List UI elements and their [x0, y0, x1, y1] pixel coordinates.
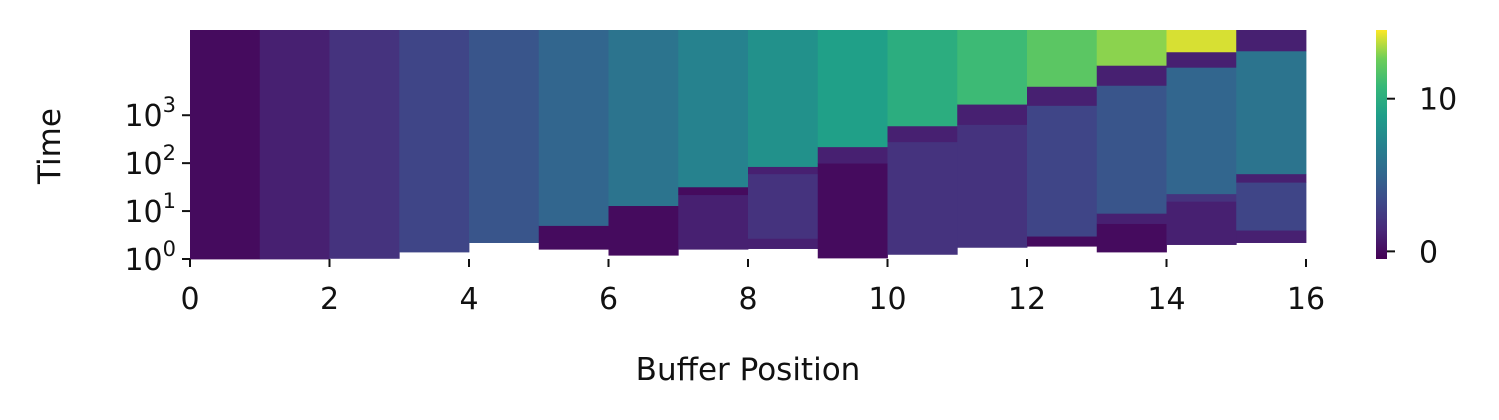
x-tick-label: 0 [180, 282, 199, 317]
colorbar-tick-label: 10 [1419, 83, 1457, 118]
heatmap-cells [190, 30, 1307, 260]
x-tick-label: 4 [459, 282, 478, 317]
heatmap-cell-pos10-seg0 [887, 141, 958, 255]
heatmap-cell-pos14-seg4 [1166, 30, 1237, 53]
heatmap-cell-pos11-seg1 [957, 104, 1028, 125]
heatmap-cell-pos3-seg0 [399, 30, 470, 253]
heatmap-cell-pos4-seg0 [469, 30, 540, 243]
x-tick-label: 8 [738, 282, 757, 317]
heatmap-cell-pos7-seg1 [678, 186, 749, 196]
heatmap-cell-pos9-seg1 [817, 146, 888, 164]
x-tick-label: 10 [868, 282, 906, 317]
heatmap-cell-pos5-seg1 [538, 30, 609, 226]
colorbar-tick-label: 0 [1419, 235, 1438, 270]
y-tick-label: 101 [124, 189, 176, 230]
heatmap-cell-pos5-seg0 [538, 225, 609, 250]
y-tick-label: 102 [124, 141, 176, 182]
heatmap-cell-pos15-seg2 [1236, 173, 1307, 183]
heatmap-cell-pos13-seg2 [1096, 85, 1167, 214]
x-axis: 0 2 4 6 8 10 12 14 16 [180, 259, 1325, 317]
heatmap-cell-pos14-seg3 [1166, 51, 1237, 68]
heatmap-cell-pos15-seg3 [1236, 50, 1307, 175]
y-tick-label: 100 [124, 237, 176, 278]
colorbar: 0 10 [1376, 30, 1457, 270]
heatmap-cell-pos13-seg4 [1096, 30, 1167, 66]
x-axis-label: Buffer Position [636, 352, 861, 388]
heatmap-cell-pos1-seg0 [259, 30, 330, 260]
x-tick-label: 16 [1287, 282, 1325, 317]
heatmap-cell-pos13-seg1 [1096, 213, 1167, 224]
heatmap-cell-pos7-seg0 [678, 194, 749, 250]
heatmap-cell-pos11-seg2 [957, 30, 1028, 105]
heatmap-cell-pos15-seg1 [1236, 182, 1307, 231]
heatmap-cell-pos10-seg2 [887, 30, 958, 127]
heatmap-cell-pos14-seg1 [1166, 193, 1237, 202]
colorbar-gradient [1376, 30, 1387, 259]
heatmap-cell-pos14-seg0 [1166, 201, 1237, 245]
heatmap-cell-pos12-seg3 [1027, 30, 1098, 87]
x-tick-label: 14 [1147, 282, 1185, 317]
x-tick-label: 12 [1008, 282, 1046, 317]
heatmap-cell-pos6-seg0 [608, 205, 679, 256]
heatmap-cell-pos9-seg2 [817, 30, 888, 148]
heatmap-cell-pos12-seg2 [1027, 86, 1098, 106]
heatmap-cell-pos12-seg1 [1027, 105, 1098, 237]
y-tick-label: 103 [124, 93, 176, 134]
heatmap-cell-pos2-seg0 [329, 30, 400, 259]
x-tick-label: 2 [320, 282, 339, 317]
heatmap-cell-pos0-seg0 [190, 30, 261, 260]
heatmap-cell-pos6-seg1 [608, 30, 679, 207]
heatmap-cell-pos13-seg0 [1096, 223, 1167, 253]
heatmap-cell-pos11-seg0 [957, 124, 1028, 248]
heatmap-cell-pos10-seg1 [887, 125, 958, 143]
heatmap-cell-pos12-seg0 [1027, 236, 1098, 247]
heatmap-cell-pos8-seg3 [748, 30, 819, 167]
heatmap-cell-pos13-seg3 [1096, 65, 1167, 86]
heatmap-cell-pos8-seg0 [748, 238, 819, 249]
heatmap-cell-pos15-seg4 [1236, 30, 1307, 52]
heatmap-cell-pos15-seg0 [1236, 230, 1307, 243]
x-tick-label: 6 [599, 282, 618, 317]
heatmap-cell-pos7-seg2 [678, 30, 749, 188]
heatmap-cell-pos9-seg0 [817, 163, 888, 259]
heatmap-cell-pos14-seg2 [1166, 67, 1237, 195]
heatmap-cell-pos8-seg2 [748, 166, 819, 175]
y-axis: 100 101 102 103 [124, 93, 190, 278]
heatmap-cell-pos8-seg1 [748, 173, 819, 239]
y-axis-label: Time [32, 108, 68, 185]
